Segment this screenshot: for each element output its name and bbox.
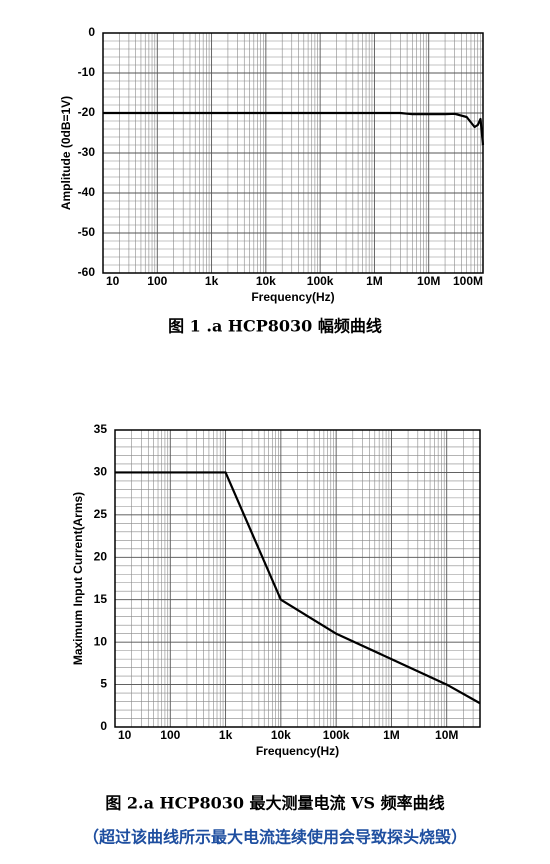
x-tick-label: 10k [256, 274, 276, 288]
x-tick-label: 10 [106, 274, 120, 288]
y-tick-label: 25 [94, 507, 108, 521]
x-tick-label: 100 [160, 728, 180, 742]
y-tick-label: -40 [78, 185, 96, 199]
x-tick-label: 100k [307, 274, 334, 288]
x-tick-label: 1M [366, 274, 383, 288]
x-tick-label: 100k [323, 728, 350, 742]
y-axis-label: Amplitude (0dB=1V) [59, 96, 73, 210]
y-tick-label: 5 [100, 677, 107, 691]
x-tick-label: 1k [205, 274, 219, 288]
y-tick-label: 15 [94, 592, 108, 606]
y-tick-label: 20 [94, 549, 108, 563]
y-tick-label: -20 [78, 105, 96, 119]
sub-caption: （超过该曲线所示最大电流连续使用会导致探头烧毁） [83, 828, 467, 847]
x-tick-label: 1M [383, 728, 400, 742]
y-tick-label: -30 [78, 145, 96, 159]
y-tick-label: 10 [94, 634, 108, 648]
x-tick-label: 10M [435, 728, 458, 742]
x-tick-label: 100 [147, 274, 167, 288]
x-tick-label: 10k [271, 728, 291, 742]
caption: 图 1 .a HCP8030 幅频曲线 [168, 317, 382, 336]
x-axis-label: Frequency(Hz) [256, 744, 339, 758]
plot-frame [102, 32, 484, 274]
y-tick-label: -50 [78, 225, 96, 239]
x-tick-label: 10 [118, 728, 132, 742]
y-tick-label: -10 [78, 65, 96, 79]
data-line [115, 471, 481, 705]
y-tick-label: 0 [88, 25, 95, 39]
y-tick-label: 30 [94, 465, 108, 479]
caption: 图 2.a HCP8030 最大测量电流 VS 频率曲线 [105, 794, 444, 813]
y-tick-label: 35 [94, 422, 108, 436]
x-tick-label: 10M [417, 274, 440, 288]
y-axis-label: Maximum Input Current(Arms) [71, 492, 85, 665]
plot-frame [114, 429, 481, 728]
y-tick-label: 0 [100, 719, 107, 733]
data-line [103, 111, 485, 146]
x-tick-label: 1k [219, 728, 233, 742]
x-axis-label: Frequency(Hz) [251, 290, 334, 304]
y-tick-label: -60 [78, 265, 96, 279]
x-tick-label: 100M [453, 274, 483, 288]
